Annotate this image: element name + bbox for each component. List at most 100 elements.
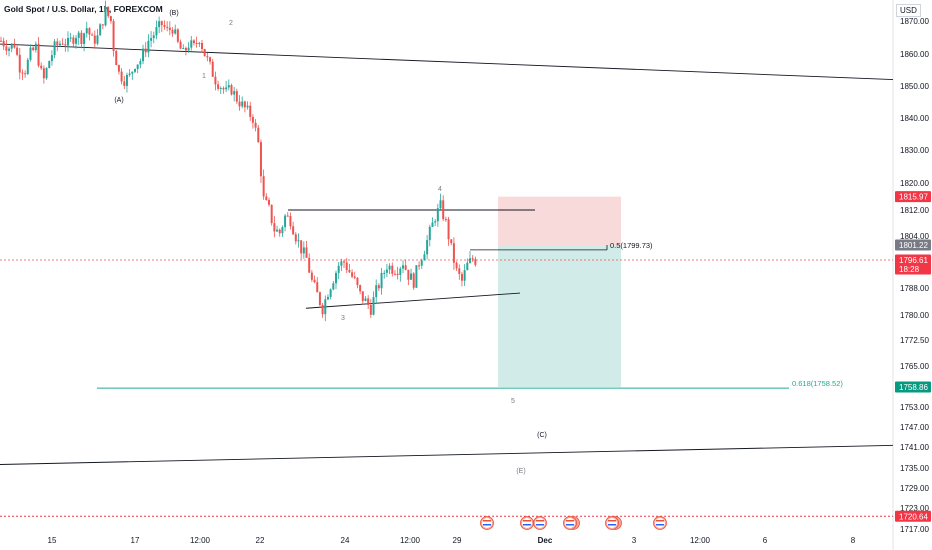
candle-body bbox=[75, 37, 78, 44]
us-event-flag-icon bbox=[483, 520, 491, 522]
candle-body bbox=[375, 285, 378, 298]
candle-body bbox=[37, 43, 40, 66]
candle-body bbox=[163, 25, 166, 27]
candle-body bbox=[222, 87, 225, 90]
candle-body bbox=[412, 273, 415, 288]
us-event-flag-icon bbox=[656, 524, 664, 526]
price-tag-label: 1815.97 bbox=[899, 193, 928, 202]
y-tick-label: 1850.00 bbox=[900, 82, 929, 91]
candle-body bbox=[147, 40, 150, 53]
candle-body bbox=[431, 222, 434, 227]
candle-body bbox=[152, 35, 155, 39]
wave-label: 1 bbox=[202, 73, 206, 80]
wave-label: 4 bbox=[438, 186, 442, 193]
candle-body bbox=[466, 262, 469, 271]
price-tag-label: 1758.86 bbox=[899, 383, 928, 392]
x-tick-label: 24 bbox=[341, 536, 350, 545]
candle-body bbox=[96, 35, 99, 44]
candle-body bbox=[364, 298, 367, 302]
candle-body bbox=[442, 200, 445, 220]
x-tick-label: 15 bbox=[48, 536, 57, 545]
candle-body bbox=[219, 87, 222, 89]
price-tag-current bbox=[895, 254, 931, 275]
candle-body bbox=[176, 29, 179, 42]
y-tick-label: 1820.00 bbox=[900, 179, 929, 188]
candle-body bbox=[144, 48, 147, 53]
candle-body bbox=[402, 265, 404, 269]
y-tick-label: 1772.50 bbox=[900, 336, 929, 345]
wave-label: (C) bbox=[537, 432, 547, 439]
us-event-flag-icon bbox=[522, 518, 532, 528]
candle-body bbox=[265, 196, 268, 201]
candle-body bbox=[434, 221, 437, 223]
us-event-flag-icon bbox=[607, 518, 617, 528]
price-tag-risk bbox=[895, 191, 931, 203]
candle-body bbox=[415, 265, 418, 288]
chart-title: Gold Spot / U.S. Dollar, 1h, FOREXCOM bbox=[4, 4, 163, 14]
candle-body bbox=[276, 229, 279, 232]
y-tick-label: 1788.00 bbox=[900, 284, 929, 293]
candle-body bbox=[241, 101, 244, 107]
candle-body bbox=[326, 296, 329, 300]
x-tick-label: 17 bbox=[131, 536, 140, 545]
y-tick-label: 1765.00 bbox=[900, 362, 929, 371]
currency-label[interactable]: USD bbox=[896, 4, 921, 17]
candle-body bbox=[42, 68, 45, 79]
candle-body bbox=[474, 259, 477, 265]
candle-body bbox=[286, 215, 289, 217]
lower-trendline bbox=[0, 444, 894, 465]
candle-body bbox=[168, 27, 171, 30]
y-tick-label: 1812.00 bbox=[900, 206, 929, 215]
candle-body bbox=[171, 29, 174, 34]
candle-body bbox=[469, 258, 471, 263]
candle-body bbox=[16, 47, 19, 55]
candle-body bbox=[101, 24, 104, 26]
candle-body bbox=[308, 257, 311, 273]
candle-body bbox=[125, 74, 128, 86]
candle-body bbox=[203, 49, 206, 57]
us-event-flag-icon bbox=[536, 524, 544, 526]
candle-body bbox=[85, 28, 88, 34]
candle-body bbox=[233, 91, 236, 95]
candle-body bbox=[340, 261, 343, 266]
x-tick-label: 3 bbox=[632, 536, 637, 545]
candle-body bbox=[238, 101, 241, 107]
wave-label: (A) bbox=[114, 97, 123, 104]
candle-body bbox=[305, 247, 308, 258]
price-tag-countdown: 18:28 bbox=[899, 265, 920, 274]
candle-body bbox=[324, 299, 327, 315]
candle-body bbox=[29, 47, 32, 60]
candle-body bbox=[201, 42, 203, 50]
candle-body bbox=[278, 229, 281, 234]
candle-body bbox=[460, 273, 463, 281]
y-tick-label: 1780.00 bbox=[900, 311, 929, 320]
candle-body bbox=[463, 270, 466, 281]
candle-body bbox=[254, 122, 257, 128]
x-tick-label: 29 bbox=[453, 536, 462, 545]
candle-body bbox=[450, 239, 453, 244]
candle-body bbox=[423, 254, 426, 261]
stop-loss-zone bbox=[498, 196, 621, 246]
candle-body bbox=[109, 16, 112, 22]
candle-body bbox=[182, 47, 185, 49]
candle-body bbox=[104, 6, 107, 26]
candle-body bbox=[131, 71, 134, 74]
candle-body bbox=[67, 37, 69, 46]
candle-body bbox=[418, 265, 421, 267]
candle-body bbox=[187, 47, 190, 51]
candle-body bbox=[24, 73, 27, 75]
candle-body bbox=[150, 38, 153, 41]
candle-body bbox=[48, 61, 51, 69]
x-tick-label: Dec bbox=[538, 536, 553, 545]
us-event-flag-icon bbox=[566, 520, 574, 522]
candle-body bbox=[26, 59, 29, 74]
candle-body bbox=[117, 65, 120, 72]
candle-body bbox=[439, 200, 442, 209]
candle-body bbox=[18, 54, 21, 73]
candle-body bbox=[230, 85, 233, 95]
price-tag-entry bbox=[895, 239, 931, 251]
candle-body bbox=[318, 292, 321, 305]
wave-label: (B) bbox=[169, 10, 178, 17]
candle-body bbox=[428, 226, 431, 241]
